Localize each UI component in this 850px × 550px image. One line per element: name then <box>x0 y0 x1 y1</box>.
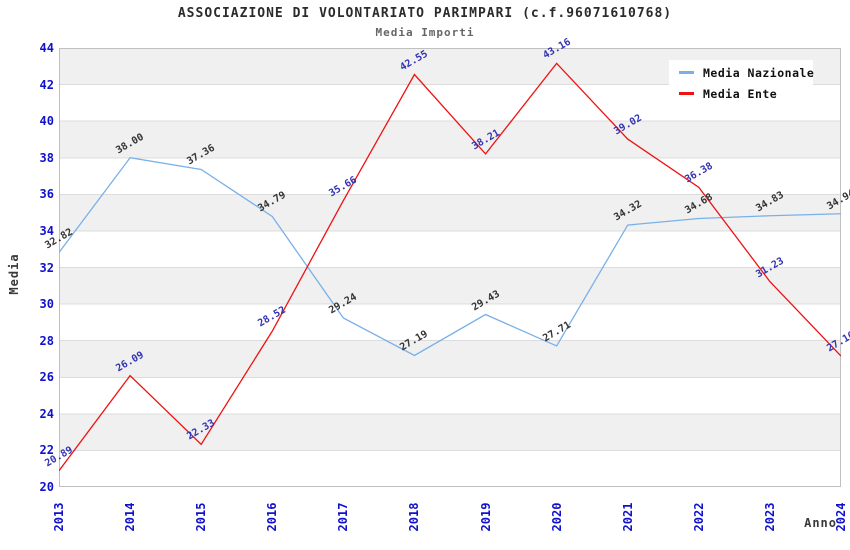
x-tick-label: 2013 <box>52 502 66 532</box>
y-tick-label: 32 <box>39 260 54 275</box>
x-tick-label: 2018 <box>407 502 422 532</box>
plot-stripe <box>59 340 841 378</box>
plot-stripe <box>59 267 841 305</box>
x-tick-label: 2019 <box>478 502 493 532</box>
y-tick-label: 24 <box>39 406 54 421</box>
series-line-0 <box>59 157 841 357</box>
chart-canvas <box>59 48 841 487</box>
x-tick-label: 2023 <box>762 502 777 532</box>
y-tick-label: 42 <box>39 77 54 92</box>
series-line-1 <box>59 62 841 472</box>
plot-stripe <box>59 194 841 231</box>
legend-label: Media Nazionale <box>703 65 815 80</box>
x-tick-label: 2020 <box>549 502 564 532</box>
y-tick-label: 44 <box>39 41 54 55</box>
x-tick-label: 2014 <box>123 502 138 532</box>
plot-stripe <box>59 121 841 158</box>
y-tick-label: 26 <box>39 370 54 385</box>
legend-label: Media Ente <box>703 86 778 101</box>
plot-area <box>59 48 841 487</box>
y-tick-label: 28 <box>39 333 54 348</box>
y-tick-label: 40 <box>39 114 54 129</box>
media-ente-line-swatch-icon <box>679 92 694 95</box>
legend-item-media-nazionale: Media Nazionale <box>669 65 815 80</box>
legend: Media Nazionale Media Ente <box>669 60 815 106</box>
x-tick-label: 2021 <box>620 502 635 532</box>
chart-subtitle: Media Importi <box>375 26 475 39</box>
media-nazionale-line-swatch-icon <box>679 71 694 74</box>
legend-item-media-ente: Media Ente <box>669 86 813 101</box>
y-tick-label: 36 <box>39 187 54 202</box>
y-tick-label: 38 <box>39 150 54 165</box>
plot-stripe <box>59 413 841 451</box>
x-tick-label: 2017 <box>336 502 351 532</box>
x-tick-label: 2016 <box>265 502 280 532</box>
y-axis-label: Media <box>7 253 21 295</box>
x-tick-label: 2015 <box>194 502 209 532</box>
y-tick-label: 22 <box>39 443 54 458</box>
y-tick-label: 30 <box>39 297 54 312</box>
x-axis-label: Anno <box>804 516 837 530</box>
y-tick-label: 20 <box>39 480 54 494</box>
plot-border <box>59 48 841 487</box>
chart-title: ASSOCIAZIONE DI VOLONTARIATO PARIMPARI (… <box>177 6 673 21</box>
x-tick-label: 2022 <box>691 502 706 532</box>
y-tick-label: 34 <box>39 223 54 238</box>
